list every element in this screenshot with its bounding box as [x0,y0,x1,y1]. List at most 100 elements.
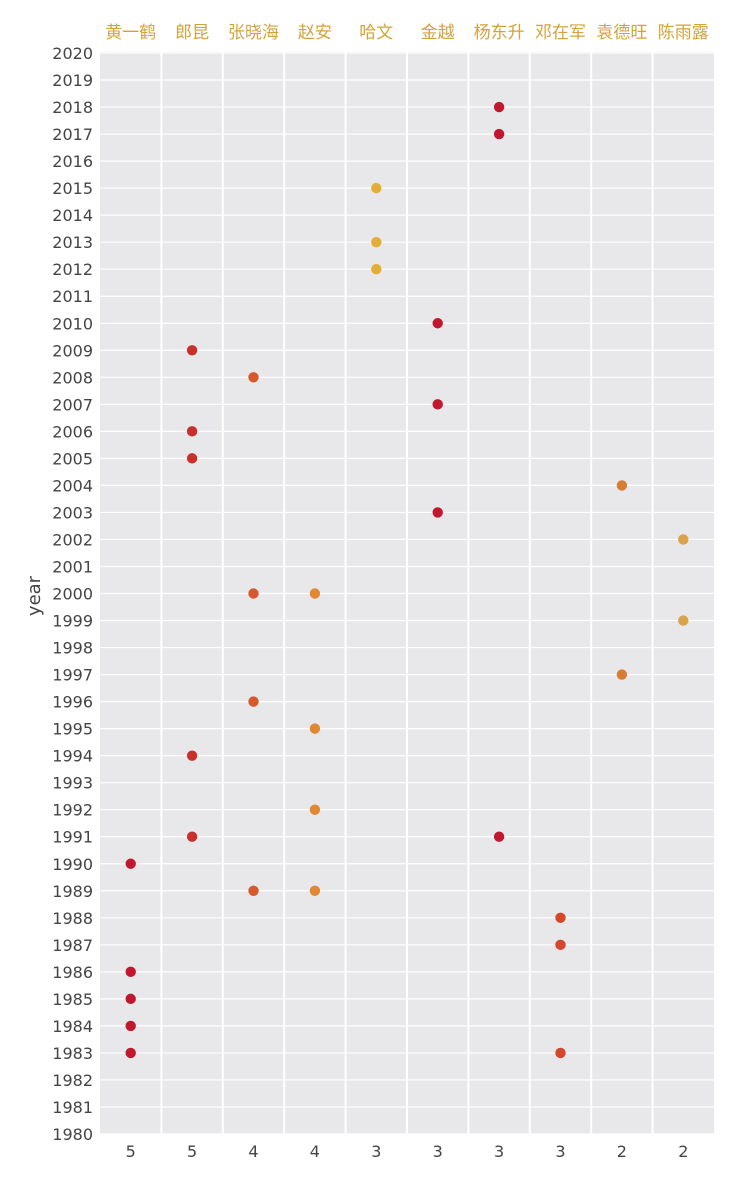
y-tick-label-2000: 2000 [52,585,93,604]
y-tick-label-1986: 1986 [52,963,93,982]
column-header-6: 杨东升 [474,23,525,43]
y-tick-label-1994: 1994 [52,747,93,766]
column-header-2: 张晓海 [228,23,279,43]
data-point-8-1997 [616,669,628,680]
y-tick-label-2009: 2009 [52,341,93,360]
y-tick-label-2002: 2002 [52,530,93,549]
data-point-3-1989 [309,885,321,896]
y-tick-label-1998: 1998 [52,639,93,658]
x-tick-label-7: 3 [555,1142,565,1161]
column-header-7: 邓在军 [535,23,586,43]
data-point-5-2003 [432,507,443,518]
y-tick-label-2014: 2014 [52,206,93,225]
y-tick-label-1981: 1981 [52,1098,93,1117]
data-point-0-1984 [125,1020,136,1032]
y-tick-label-1995: 1995 [52,720,93,739]
data-point-0-1983 [125,1047,136,1059]
column-header-3: 赵安 [298,23,332,43]
x-tick-label-8: 2 [617,1142,627,1161]
x-axis: 5 5 4 4 3 3 3 3 2 2 [126,1142,689,1161]
column-header-4: 哈文 [359,23,393,43]
data-point-3-1992 [309,804,321,815]
x-tick-label-1: 5 [187,1142,197,1161]
data-points [125,101,689,1059]
y-tick-label-1991: 1991 [52,828,93,847]
y-tick-label-2020: 2020 [52,44,93,63]
data-point-4-2012 [371,264,382,275]
y-axis: 1980 1981 1982 1983 1984 1985 1986 1987 1988 1989… [52,44,93,1144]
data-point-2-2000 [248,588,259,599]
y-tick-label-2015: 2015 [52,179,93,198]
y-tick-label-2006: 2006 [52,422,93,441]
data-point-9-2002 [678,534,689,545]
x-tick-label-6: 3 [494,1142,504,1161]
data-point-2-1989 [248,885,259,896]
column-header-9: 陈雨露 [658,23,709,43]
y-tick-label-1980: 1980 [52,1125,93,1144]
x-tick-label-4: 3 [371,1142,381,1161]
data-point-1-2005 [186,453,198,464]
data-point-1-1991 [186,831,198,842]
data-point-0-1986 [125,966,136,978]
y-tick-label-1996: 1996 [52,693,93,712]
data-point-1-2006 [186,426,198,437]
y-tick-label-2003: 2003 [52,503,93,522]
data-point-9-1999 [678,615,689,626]
y-tick-label-2005: 2005 [52,449,93,468]
column-header-1: 郎昆 [175,23,209,43]
column-header-8: 袁德旺 [596,23,647,43]
y-tick-label-2011: 2011 [52,287,93,306]
y-tick-label-1993: 1993 [52,774,93,793]
data-point-1-1994 [186,750,198,761]
data-point-3-2000 [309,588,321,599]
data-point-0-1985 [125,993,136,1005]
x-tick-label-3: 4 [310,1142,320,1161]
y-tick-label-1988: 1988 [52,909,93,928]
y-tick-label-2010: 2010 [52,314,93,333]
y-tick-label-1982: 1982 [52,1071,93,1090]
x-tick-label-0: 5 [126,1142,136,1161]
y-tick-label-2008: 2008 [52,368,93,387]
y-tick-label-1999: 1999 [52,612,93,631]
x-tick-label-2: 4 [248,1142,258,1161]
data-point-7-1987 [555,939,566,951]
data-point-6-2018 [493,101,505,113]
data-point-1-2009 [186,345,198,356]
data-point-6-1991 [493,831,505,842]
data-point-7-1983 [555,1047,566,1059]
y-tick-label-2001: 2001 [52,557,93,576]
column-header-0: 黄一鹤 [105,23,156,43]
column-header-5: 金越 [421,23,455,43]
y-tick-label-2007: 2007 [52,395,93,414]
y-tick-label-1992: 1992 [52,801,93,820]
y-tick-label-2013: 2013 [52,233,93,252]
data-point-4-2013 [371,236,382,248]
data-point-8-2004 [616,480,628,491]
y-tick-label-1985: 1985 [52,990,93,1009]
y-tick-label-2017: 2017 [52,125,93,144]
y-tick-label-2016: 2016 [52,152,93,171]
column-headers: 黄一鹤 郎昆 张晓海 赵安 哈文 金越 杨东升 邓在军 袁德旺 陈雨露 [105,23,709,43]
x-tick-label-5: 3 [433,1142,443,1161]
y-tick-label-2019: 2019 [52,71,93,90]
y-tick-label-1990: 1990 [52,855,93,874]
data-point-2-1996 [248,696,259,707]
y-tick-label-1989: 1989 [52,882,93,901]
y-tick-label-2012: 2012 [52,260,93,279]
data-point-4-2015 [371,182,382,194]
y-tick-label-2018: 2018 [52,98,93,117]
data-point-0-1990 [125,858,136,869]
x-tick-label-9: 2 [678,1142,688,1161]
data-point-7-1988 [555,912,566,923]
data-point-5-2007 [432,399,443,410]
y-axis-title: year [24,575,45,616]
y-tick-label-1984: 1984 [52,1017,93,1036]
data-point-3-1995 [309,723,321,734]
y-tick-label-1997: 1997 [52,666,93,685]
y-tick-label-1987: 1987 [52,936,93,955]
gridlines [100,52,714,1135]
data-point-2-2008 [248,372,259,383]
y-tick-label-1983: 1983 [52,1044,93,1063]
data-point-5-2010 [432,318,443,329]
